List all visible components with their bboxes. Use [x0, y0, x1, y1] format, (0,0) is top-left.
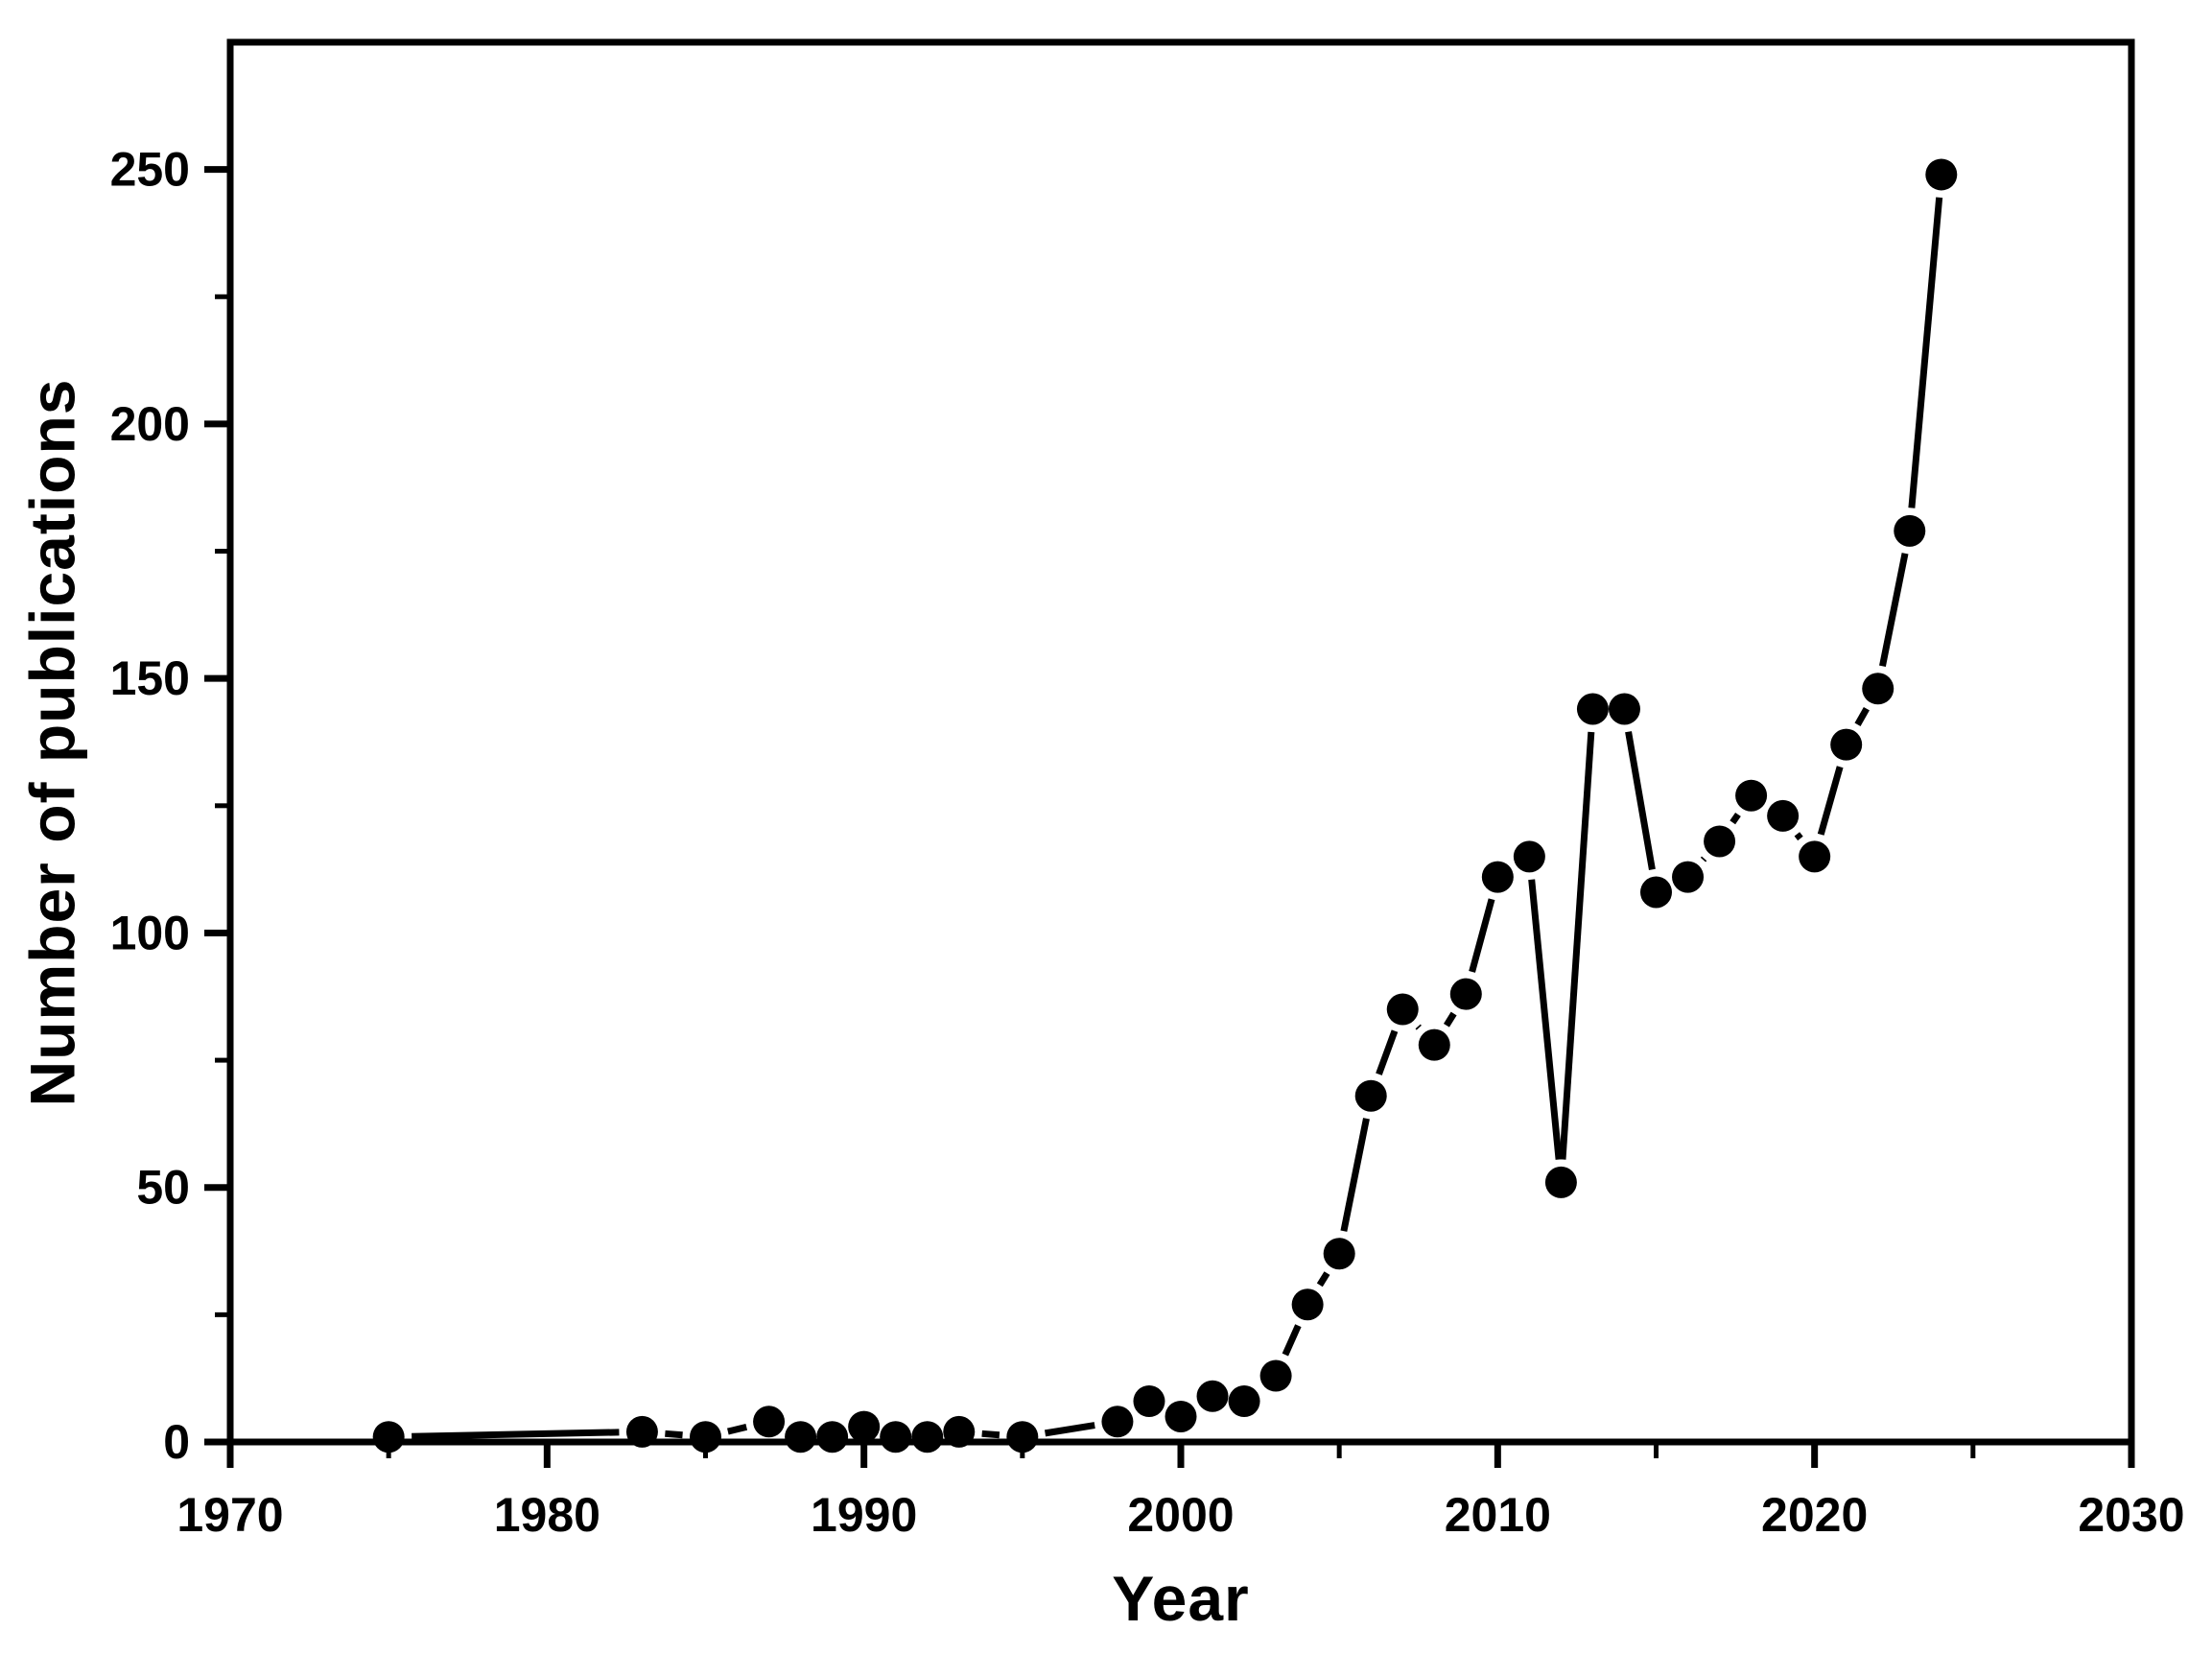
data-point [1735, 779, 1768, 812]
data-point [1767, 799, 1800, 832]
series-line-segment [1044, 1422, 1095, 1437]
series-line-segment [1879, 553, 1909, 667]
data-point [1196, 1380, 1229, 1412]
data-point [1513, 840, 1545, 873]
data-point [625, 1415, 658, 1448]
series-line-segment [1730, 812, 1741, 825]
series-line-segment [1794, 832, 1803, 841]
series-line-segment [1415, 1024, 1422, 1030]
data-point [690, 1421, 721, 1453]
data-point [1672, 861, 1705, 893]
data-point [1354, 1079, 1387, 1112]
data-point [1006, 1421, 1039, 1453]
series-line-segment [1340, 1118, 1370, 1232]
data-point [1608, 693, 1640, 725]
series-line-segment [1528, 879, 1563, 1160]
data-point [1481, 861, 1514, 893]
data-point [1291, 1288, 1324, 1321]
data-point [1323, 1238, 1355, 1270]
series-line-segment [727, 1423, 748, 1435]
data-point [848, 1410, 881, 1443]
y-tick-label: 100 [110, 906, 190, 959]
data-point [1228, 1385, 1260, 1418]
data-point [1640, 876, 1672, 909]
data-point [1925, 158, 1958, 191]
series-line-segment [1376, 1029, 1399, 1075]
series-line-segment [1282, 1324, 1302, 1357]
data-point [1165, 1400, 1197, 1432]
data-point [1862, 673, 1894, 705]
data-point [1799, 840, 1831, 873]
data-point [816, 1421, 849, 1453]
series-line-segment [412, 1429, 620, 1440]
x-tick-label: 2010 [1445, 1488, 1551, 1542]
data-point [1576, 693, 1609, 725]
data-point [1386, 993, 1419, 1026]
data-point [1449, 978, 1482, 1010]
data-point [1704, 825, 1736, 858]
y-tick-label: 200 [110, 397, 190, 451]
data-point [753, 1406, 786, 1438]
series-line-segment [1469, 898, 1495, 973]
series-line-segment [1625, 731, 1656, 870]
series-line-segment [1908, 197, 1943, 508]
data-point [1544, 1166, 1577, 1198]
series-line-segment [1559, 731, 1595, 1160]
x-tick-label: 1980 [494, 1488, 600, 1542]
series-line-segment [1443, 1011, 1457, 1028]
series-line-segment [665, 1430, 683, 1439]
data-point [1133, 1385, 1165, 1418]
series-line-segment [1854, 706, 1870, 726]
series-line-segment [981, 1430, 1000, 1439]
data-point [911, 1421, 944, 1453]
y-tick-label: 250 [110, 143, 190, 197]
series-line-segment [1700, 856, 1707, 862]
data-point [1101, 1406, 1134, 1438]
data-point [1830, 728, 1863, 761]
x-tick-label: 1990 [811, 1488, 917, 1542]
data-point [880, 1421, 912, 1453]
x-tick-label: 2030 [2078, 1488, 2184, 1542]
data-point [1418, 1028, 1450, 1061]
y-tick-label: 0 [163, 1415, 190, 1469]
data-point [943, 1415, 976, 1448]
data-point [1894, 514, 1926, 547]
y-tick-label: 50 [136, 1161, 190, 1215]
series-line-segment [1817, 766, 1844, 836]
x-tick-label: 2020 [1761, 1488, 1868, 1542]
y-tick-label: 150 [110, 651, 190, 705]
series-line-segment [1316, 1271, 1330, 1288]
data-point [1259, 1359, 1292, 1392]
x-tick-label: 1970 [176, 1488, 283, 1542]
data-point [372, 1421, 405, 1453]
data-point [785, 1421, 817, 1453]
x-tick-label: 2000 [1127, 1488, 1234, 1542]
